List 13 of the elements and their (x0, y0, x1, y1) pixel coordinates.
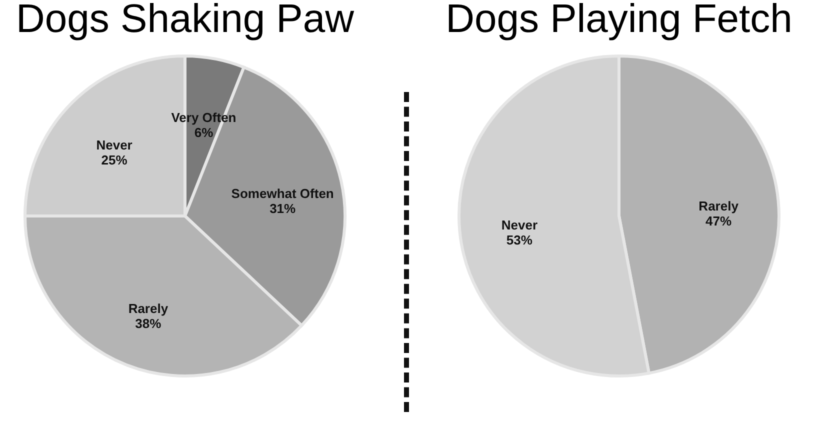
data-label: 6% (194, 124, 214, 140)
slice-label: Rarely (698, 198, 740, 214)
slice-label: Rarely (128, 300, 169, 316)
data-label: 38% (135, 316, 162, 331)
data-label: 25% (101, 152, 128, 168)
slice-label: Never (96, 137, 132, 152)
data-label: 31% (270, 201, 296, 216)
data-label: 47% (706, 214, 732, 229)
slice-label: Never (501, 217, 538, 232)
chart-title: Dogs Playing Fetch (446, 0, 792, 41)
data-label: 53% (506, 232, 533, 248)
slice-label: Somewhat Often (231, 186, 334, 202)
chart-title: Dogs Shaking Paw (16, 0, 354, 41)
